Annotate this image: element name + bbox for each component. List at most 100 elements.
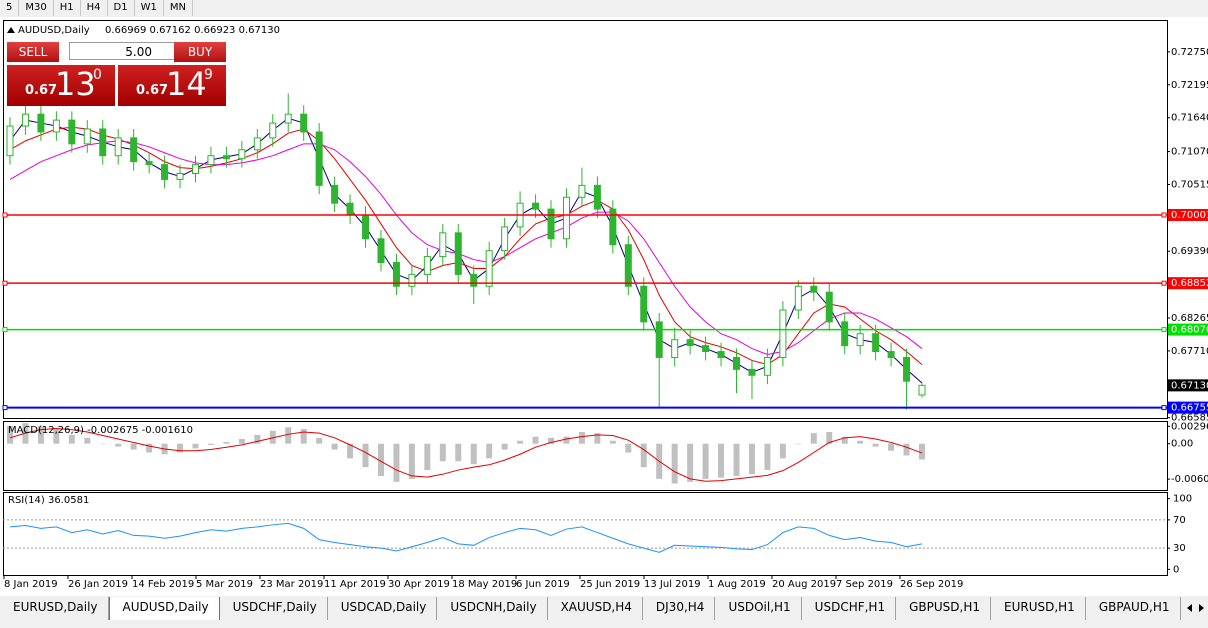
macd-bar — [84, 437, 91, 444]
macd-bar — [362, 443, 369, 468]
level-label: 0.68852 — [1171, 278, 1208, 289]
y-tick-label: 0.70515 — [1171, 179, 1208, 190]
candle-body — [872, 333, 880, 353]
macd-bar — [687, 443, 694, 482]
candle-body — [470, 273, 478, 287]
x-tick-label: 30 Apr 2019 — [388, 579, 450, 590]
candle-body — [825, 291, 833, 323]
timeframe-button[interactable]: W1 — [135, 0, 164, 16]
chart-tab[interactable]: EURUSD,Daily — [0, 597, 109, 620]
macd-frame — [3, 421, 1168, 491]
macd-bar — [578, 431, 585, 444]
candle-body — [6, 125, 14, 157]
candle-body — [176, 173, 184, 180]
macd-bar — [748, 443, 755, 475]
x-tick-label: 13 Jul 2019 — [644, 579, 701, 590]
x-tick-label: 7 Sep 2019 — [836, 579, 893, 590]
candle-body — [52, 119, 60, 133]
timeframe-button[interactable]: D1 — [108, 0, 135, 16]
moving-average — [9, 140, 923, 356]
chart-tab[interactable]: GBPUSD,H1 — [896, 597, 991, 620]
macd-bar — [470, 443, 477, 465]
chart-tab[interactable]: USDCHF,H1 — [801, 597, 897, 620]
level-handle — [2, 405, 8, 411]
level-label-box — [1168, 208, 1208, 221]
chart-tab[interactable]: DJ30,H4 — [642, 597, 716, 620]
macd-bar — [779, 443, 786, 459]
macd-bar — [408, 443, 415, 479]
x-tick-label: 5 Mar 2019 — [196, 579, 253, 590]
timeframe-button[interactable]: H4 — [81, 0, 108, 16]
x-tick-label: 23 Mar 2019 — [260, 579, 323, 590]
timeframe-button[interactable]: MN — [164, 0, 193, 16]
candle-body — [903, 356, 911, 382]
y-tick-label: 0.00 — [1171, 439, 1193, 450]
chart-tab[interactable]: AUDUSD,Daily — [108, 597, 220, 620]
candle-body — [269, 122, 277, 139]
ohlc-text: 0.66969 0.67162 0.66923 0.67130 — [105, 25, 280, 36]
macd-bar — [223, 441, 230, 444]
timeframe-button[interactable]: H1 — [54, 0, 81, 16]
timeframe-button[interactable]: 5 — [0, 0, 20, 16]
level-handle — [1161, 280, 1167, 286]
chart-tab[interactable]: USDCHF,Daily — [219, 597, 328, 620]
candle-body — [748, 368, 756, 376]
macd-bar — [377, 443, 384, 476]
macd-bar — [671, 443, 678, 484]
candle-body — [733, 356, 741, 370]
macd-bar — [7, 426, 13, 444]
y-tick-label: 70 — [1173, 515, 1186, 526]
macd-bar — [872, 443, 879, 447]
x-tick-label: 20 Aug 2019 — [772, 579, 836, 590]
level-handle — [1161, 405, 1167, 411]
price-label-box — [1168, 379, 1208, 392]
macd-bar — [501, 443, 508, 450]
macd-bar — [424, 443, 431, 471]
candle-body — [485, 250, 493, 287]
level-label-box — [1168, 277, 1208, 290]
macd-bar — [486, 443, 493, 459]
candle-body — [593, 184, 601, 210]
macd-bar — [810, 433, 817, 444]
chart-tab[interactable]: XAUUSD,H4 — [547, 597, 643, 620]
tab-scroll[interactable] — [1184, 601, 1208, 615]
candle-body — [501, 226, 509, 252]
background — [0, 17, 1208, 596]
macd-bar — [331, 443, 338, 450]
candle-body — [37, 113, 45, 133]
sell-button[interactable]: SELL — [7, 42, 59, 62]
macd-bar — [733, 443, 740, 476]
buy-button[interactable]: BUY — [174, 42, 226, 62]
candle-body — [253, 137, 261, 151]
ask-quote[interactable]: 0.67 14 9 — [118, 65, 226, 106]
timeframe-button[interactable]: M30 — [19, 0, 54, 16]
chart-tab[interactable]: USDCAD,Daily — [327, 597, 438, 620]
chart-tab[interactable]: USDOil,H1 — [715, 597, 802, 620]
chart-tab[interactable]: GBPAUD,H1 — [1085, 597, 1181, 620]
level-label-box — [1168, 323, 1208, 336]
macd-bar — [393, 443, 400, 482]
candle-body — [284, 113, 292, 124]
chart-tab[interactable]: USDCNH,Daily — [437, 597, 548, 620]
chart-tab[interactable]: EURUSD,H1 — [990, 597, 1086, 620]
macd-bar — [177, 443, 184, 453]
level-handle — [2, 212, 8, 218]
x-tick-label: 25 Jun 2019 — [580, 579, 640, 590]
candle-body — [99, 128, 107, 157]
macd-bar — [192, 443, 199, 449]
x-tick-label: 11 Apr 2019 — [324, 579, 386, 590]
candle-body — [547, 208, 555, 240]
collapse-icon[interactable] — [7, 27, 15, 33]
macd-bar — [439, 443, 446, 462]
level-handle — [2, 280, 8, 286]
lots-input[interactable]: 5.00 — [69, 42, 175, 60]
macd-bar — [316, 437, 323, 444]
candle-body — [331, 184, 339, 204]
chart-tab[interactable]: USDJP — [1180, 597, 1184, 620]
level-label: 0.66755 — [1171, 403, 1208, 414]
macd-bar — [841, 436, 848, 444]
bid-quote[interactable]: 0.67 13 0 — [7, 65, 115, 106]
